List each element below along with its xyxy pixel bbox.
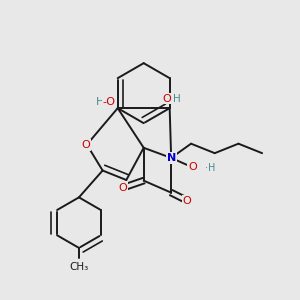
Text: O: O xyxy=(81,140,90,150)
Text: N: N xyxy=(167,153,176,163)
Text: O: O xyxy=(188,162,197,172)
Text: H: H xyxy=(173,94,181,104)
Text: CH₃: CH₃ xyxy=(69,262,88,272)
Text: O: O xyxy=(183,196,191,206)
Text: ·H: ·H xyxy=(205,163,215,173)
Text: H: H xyxy=(96,98,104,107)
Text: O: O xyxy=(118,183,127,193)
Text: O: O xyxy=(163,94,172,104)
Text: -O: -O xyxy=(102,98,116,107)
